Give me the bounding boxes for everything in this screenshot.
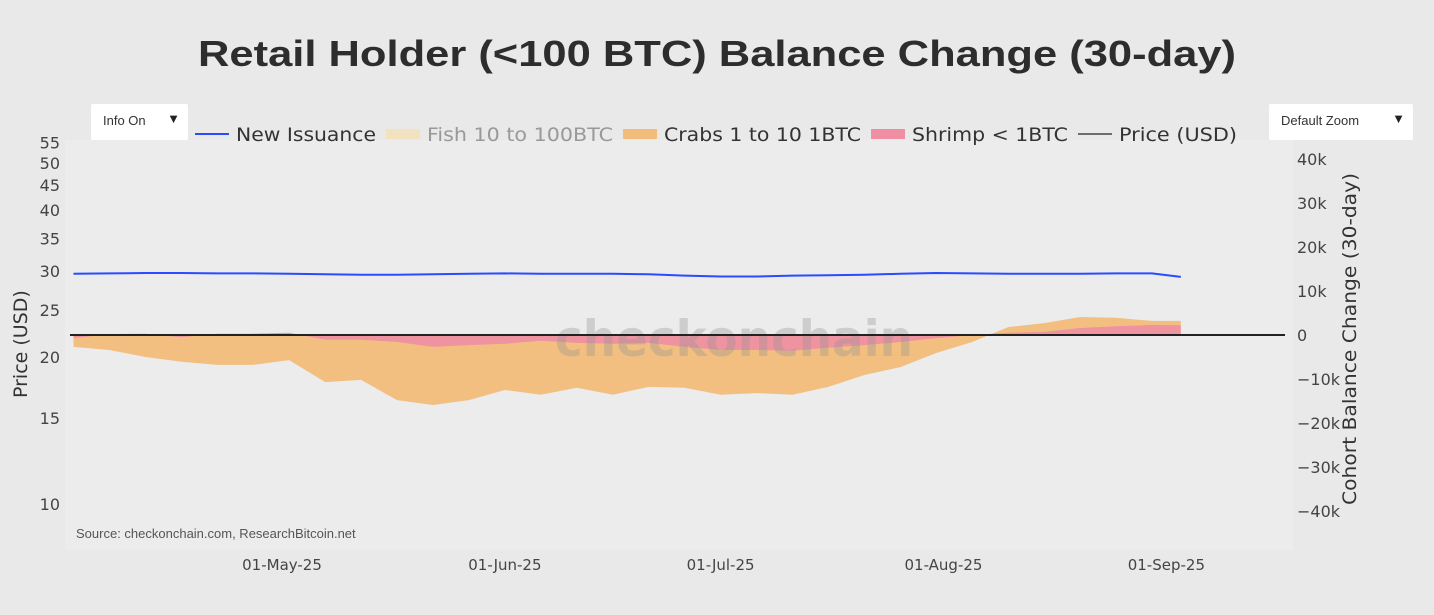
watermark: checkonchain xyxy=(555,310,913,368)
y-right-tick: 0 xyxy=(1297,326,1307,345)
y-right-tick: −10k xyxy=(1297,370,1341,389)
legend-label: New Issuance xyxy=(236,124,376,146)
legend-label: Fish 10 to 100BTC xyxy=(427,124,613,146)
x-tick: 01-Aug-25 xyxy=(904,556,982,574)
y-left-tick: 10 xyxy=(40,495,60,514)
y-left-tick: 15 xyxy=(40,409,60,428)
y-left-tick: 45 xyxy=(40,176,60,195)
y-left-label: Price (USD) xyxy=(10,290,32,398)
info-dropdown[interactable]: Info On ▼ xyxy=(91,104,188,140)
zoom-dropdown[interactable]: Default Zoom ▼ xyxy=(1269,104,1413,140)
info-dropdown-label: Info On xyxy=(103,113,146,128)
y-axis-right: −40k −30k −20k −10k 0 10k 20k 30k 40k xyxy=(1297,150,1341,521)
y-left-tick: 35 xyxy=(40,229,60,248)
legend-label: Crabs 1 to 10 1BTC xyxy=(664,124,861,146)
y-right-tick: −40k xyxy=(1297,502,1341,521)
y-right-tick: 20k xyxy=(1297,238,1327,257)
y-right-tick: −30k xyxy=(1297,458,1341,477)
triangle-down-icon: ▼ xyxy=(167,111,180,126)
legend-item-3[interactable]: Crabs 1 to 10 1BTC xyxy=(623,124,861,146)
y-right-tick: 10k xyxy=(1297,282,1327,301)
legend: New Issuance Fish 10 to 100BTC Crabs 1 to … xyxy=(195,124,1237,146)
triangle-down-icon: ▼ xyxy=(1392,111,1405,126)
legend-item-1[interactable]: New Issuance xyxy=(195,124,376,146)
y-left-tick: 50 xyxy=(40,154,60,173)
x-tick: 01-Jun-25 xyxy=(468,556,541,574)
zoom-dropdown-label: Default Zoom xyxy=(1281,113,1360,128)
legend-item-2[interactable]: Fish 10 to 100BTC xyxy=(386,124,613,146)
legend-swatch xyxy=(623,129,657,139)
y-left-tick: 30 xyxy=(40,262,60,281)
legend-swatch xyxy=(871,129,905,139)
y-left-tick: 40 xyxy=(40,201,60,220)
y-right-tick: 30k xyxy=(1297,194,1327,213)
line-new-issuance xyxy=(73,271,1181,278)
chart-title: Retail Holder (<100 BTC) Balance Change … xyxy=(198,33,1236,74)
y-left-tick: 25 xyxy=(40,301,60,320)
legend-item-5[interactable]: Price (USD) xyxy=(1078,124,1237,146)
x-tick: 01-Sep-25 xyxy=(1128,556,1205,574)
y-right-tick: −20k xyxy=(1297,414,1341,433)
legend-label: Shrimp < 1BTC xyxy=(912,124,1068,146)
area-shrimp xyxy=(73,324,1181,351)
areas xyxy=(73,317,1181,405)
y-left-tick: 55 xyxy=(40,134,60,153)
legend-label: Price (USD) xyxy=(1119,124,1237,146)
x-tick: 01-May-25 xyxy=(242,556,322,574)
legend-item-4[interactable]: Shrimp < 1BTC xyxy=(871,124,1068,146)
x-axis: 01-May-25 01-Jun-25 01-Jul-25 01-Aug-25 01-S… xyxy=(242,556,1205,574)
y-right-label: Cohort Balance Change (30-day) xyxy=(1339,173,1361,505)
x-tick: 01-Jul-25 xyxy=(687,556,755,574)
y-right-tick: 40k xyxy=(1297,150,1327,169)
legend-swatch xyxy=(386,129,420,139)
lines xyxy=(73,271,1181,278)
source-note: Source: checkonchain.com, ResearchBitcoi… xyxy=(76,526,356,541)
y-left-tick: 20 xyxy=(40,348,60,367)
